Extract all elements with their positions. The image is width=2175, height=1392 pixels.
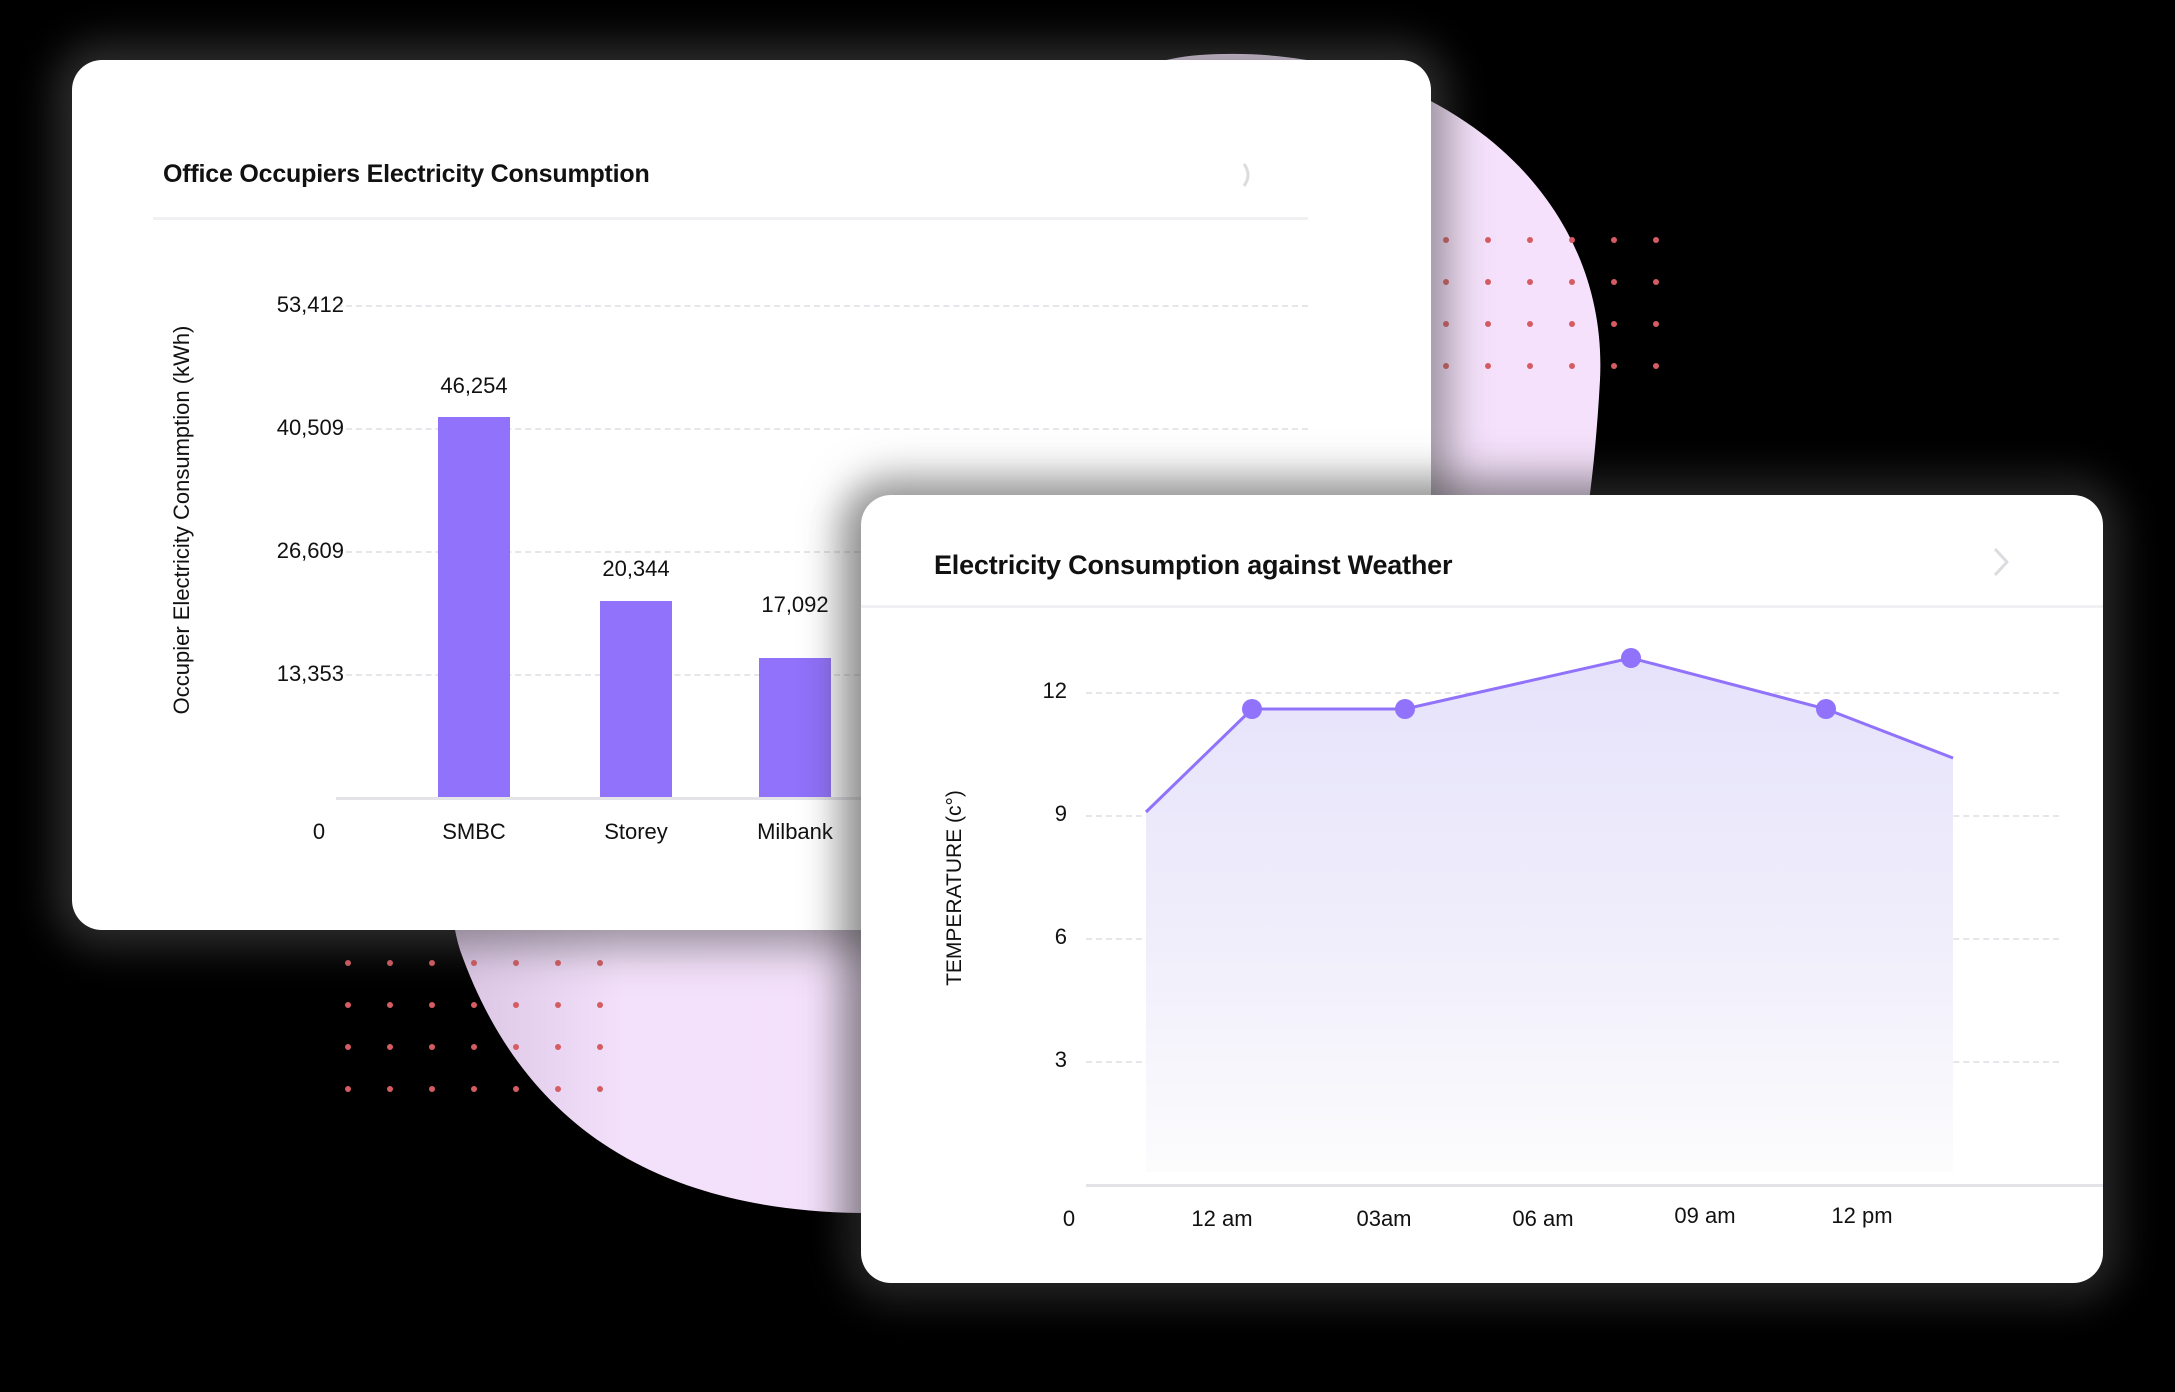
- dot: [513, 1086, 519, 1092]
- y-tick: 40,509: [276, 415, 344, 440]
- dot-grid-top-right: [1443, 237, 1659, 369]
- dot: [1611, 321, 1617, 327]
- y-tick: 12: [1042, 678, 1067, 703]
- bar-storey[interactable]: [600, 601, 672, 797]
- dot: [1611, 279, 1617, 285]
- y-tick: 9: [1054, 801, 1067, 826]
- dot: [345, 1086, 351, 1092]
- chevron-right-icon[interactable]: [1989, 545, 2013, 579]
- bar-value-label: 17,092: [761, 592, 829, 617]
- dot: [513, 1044, 519, 1050]
- dot: [1527, 363, 1533, 369]
- dot: [597, 1086, 603, 1092]
- temperature-line: [1144, 656, 1954, 814]
- gridline: [336, 428, 1308, 430]
- dot: [555, 1044, 561, 1050]
- gridline: [336, 305, 1308, 307]
- dot: [1485, 321, 1491, 327]
- dot: [597, 1002, 603, 1008]
- dot: [513, 960, 519, 966]
- dot: [387, 960, 393, 966]
- header-divider: [861, 605, 2103, 608]
- dot: [513, 1002, 519, 1008]
- bar-value-label: 20,344: [602, 556, 670, 581]
- dot: [345, 1002, 351, 1008]
- area-fill: [1146, 658, 1953, 1172]
- chevron-right-icon[interactable]: [1238, 160, 1258, 190]
- x-category-label: SMBC: [442, 819, 506, 844]
- dot: [1653, 321, 1659, 327]
- dot: [1485, 363, 1491, 369]
- dot: [555, 960, 561, 966]
- dot: [1527, 237, 1533, 243]
- bar-chart-title: Office Occupiers Electricity Consumption: [163, 160, 650, 188]
- bar-smbc[interactable]: [438, 417, 510, 797]
- y-tick: 3: [1054, 1047, 1067, 1072]
- data-point-marker[interactable]: [1621, 648, 1641, 668]
- dot: [345, 960, 351, 966]
- dot: [1443, 321, 1449, 327]
- data-point-marker[interactable]: [1395, 699, 1415, 719]
- x-tick: 03am: [1356, 1206, 1412, 1231]
- dot: [387, 1002, 393, 1008]
- dot: [471, 1086, 477, 1092]
- dot: [429, 1086, 435, 1092]
- x-axis-line: [1086, 1184, 2103, 1187]
- dot: [1611, 363, 1617, 369]
- dot: [429, 960, 435, 966]
- x-category-label: Storey: [604, 819, 668, 844]
- dot: [555, 1086, 561, 1092]
- dot: [1569, 237, 1575, 243]
- bar-milbank[interactable]: [759, 658, 831, 797]
- bar-value-label: 46,254: [440, 373, 508, 398]
- dot: [429, 1002, 435, 1008]
- y-tick: 13,353: [276, 661, 344, 686]
- y-axis-title: Occupier Electricity Consumption (kWh): [169, 325, 194, 715]
- x-axis-line: [336, 797, 1308, 800]
- header-divider: [153, 217, 1308, 220]
- x-tick: 12 am: [1191, 1206, 1253, 1231]
- dot: [1611, 237, 1617, 243]
- line-chart-title: Electricity Consumption against Weather: [934, 550, 1453, 580]
- dot: [471, 1002, 477, 1008]
- x-tick: 12 pm: [1831, 1203, 1893, 1228]
- dot: [1653, 279, 1659, 285]
- dot: [1653, 237, 1659, 243]
- data-point-marker[interactable]: [1816, 699, 1836, 719]
- dot: [345, 1044, 351, 1050]
- y-tick: 6: [1054, 924, 1067, 949]
- dot: [1443, 363, 1449, 369]
- dot: [555, 1002, 561, 1008]
- x-category-label: Milbank: [757, 819, 833, 844]
- dot: [1485, 237, 1491, 243]
- dot: [597, 960, 603, 966]
- dot: [1443, 279, 1449, 285]
- dot: [1569, 363, 1575, 369]
- dot: [597, 1044, 603, 1050]
- dot: [1653, 363, 1659, 369]
- dot: [1527, 321, 1533, 327]
- dot: [1527, 279, 1533, 285]
- data-point-marker[interactable]: [1242, 699, 1262, 719]
- dot: [1569, 279, 1575, 285]
- y-tick: 53,412: [276, 292, 344, 317]
- dot: [471, 960, 477, 966]
- dot: [387, 1044, 393, 1050]
- dot: [471, 1044, 477, 1050]
- x-tick: 0: [1062, 1206, 1076, 1231]
- dot: [429, 1044, 435, 1050]
- y-tick: 26,609: [276, 538, 344, 563]
- y-tick-zero: 0: [312, 819, 326, 844]
- x-tick: 06 am: [1512, 1206, 1574, 1231]
- dot: [387, 1086, 393, 1092]
- dot: [1443, 237, 1449, 243]
- line-chart-card: Electricity Consumption against Weather …: [861, 495, 2103, 1283]
- dot: [1485, 279, 1491, 285]
- dot-grid-bottom-left: [345, 960, 603, 1092]
- dot: [1569, 321, 1575, 327]
- x-tick: 09 am: [1674, 1203, 1736, 1228]
- gridline: [336, 551, 1308, 553]
- temperature-area-plot: [1144, 648, 1954, 1172]
